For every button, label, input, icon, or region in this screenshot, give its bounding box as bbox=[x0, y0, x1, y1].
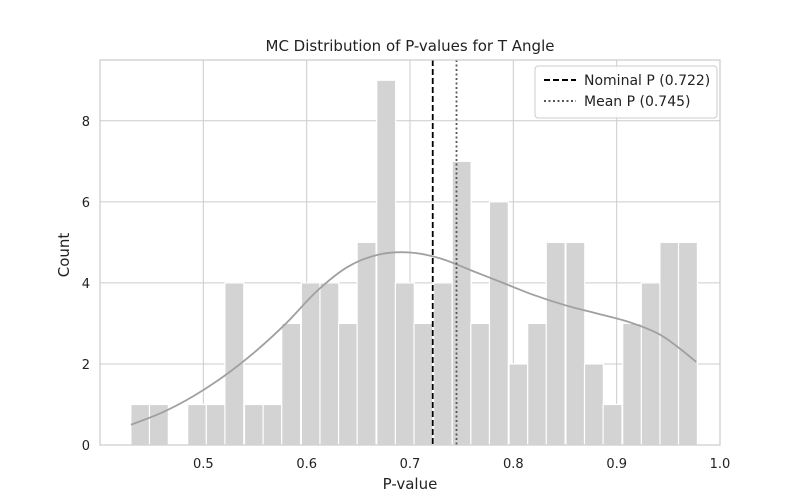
histogram-bar bbox=[470, 322, 491, 446]
histogram-bar bbox=[262, 403, 283, 446]
histogram-bar bbox=[545, 241, 566, 446]
y-tick-label: 8 bbox=[82, 115, 90, 130]
histogram-bar bbox=[243, 403, 265, 446]
x-axis-label: P-value bbox=[383, 475, 438, 493]
x-tick-label: 0.8 bbox=[503, 457, 524, 472]
histogram-bar bbox=[376, 79, 397, 446]
chart-title: MC Distribution of P-values for T Angle bbox=[266, 37, 555, 55]
histogram-bar bbox=[281, 322, 302, 446]
kde-curve bbox=[130, 251, 697, 426]
y-tick-labels: 0 2 4 6 8 bbox=[82, 115, 90, 454]
y-tick-label: 2 bbox=[82, 358, 90, 373]
x-tick-label: 0.9 bbox=[606, 457, 627, 472]
histogram-bar bbox=[488, 201, 509, 446]
x-tick-label: 0.6 bbox=[296, 457, 317, 472]
histogram-bar bbox=[602, 403, 623, 446]
histogram-bar bbox=[356, 241, 377, 446]
legend-label-nominal: Nominal P (0.722) bbox=[584, 73, 710, 89]
histogram-bar bbox=[130, 403, 151, 446]
histogram-bar bbox=[205, 403, 226, 446]
histogram-bar bbox=[433, 282, 454, 446]
histogram-bar bbox=[527, 322, 548, 446]
histogram-bars bbox=[130, 79, 699, 446]
histogram-bar bbox=[508, 363, 529, 446]
histogram-bar bbox=[413, 322, 434, 446]
histogram-bar bbox=[319, 282, 340, 446]
histogram-bar bbox=[187, 403, 208, 446]
histogram-bar bbox=[640, 282, 661, 446]
histogram-bar bbox=[583, 363, 604, 446]
reference-lines bbox=[431, 60, 458, 445]
x-tick-labels: 0.5 0.6 0.7 0.8 0.9 1.0 bbox=[193, 457, 730, 472]
x-tick-label: 0.5 bbox=[193, 457, 214, 472]
histogram-bar bbox=[451, 160, 472, 446]
plot-frame bbox=[99, 59, 721, 446]
histogram-bar bbox=[337, 322, 359, 446]
kde-curve-group bbox=[130, 251, 697, 426]
histogram-bar bbox=[659, 241, 680, 446]
legend-box bbox=[534, 65, 718, 119]
y-tick-label: 0 bbox=[82, 439, 90, 454]
histogram-bar bbox=[394, 282, 415, 446]
legend: Nominal P (0.722) Mean P (0.745) bbox=[534, 65, 718, 119]
x-tick-label: 0.7 bbox=[400, 457, 421, 472]
x-tick-label: 1.0 bbox=[710, 457, 731, 472]
y-tick-label: 6 bbox=[82, 196, 90, 211]
histogram-bar bbox=[565, 241, 586, 446]
y-axis-label: Count bbox=[55, 233, 73, 278]
histogram-bar bbox=[622, 322, 643, 446]
legend-label-mean: Mean P (0.745) bbox=[584, 94, 691, 110]
histogram-bar bbox=[300, 282, 321, 446]
y-tick-label: 4 bbox=[82, 277, 90, 292]
histogram-bar bbox=[677, 241, 699, 446]
